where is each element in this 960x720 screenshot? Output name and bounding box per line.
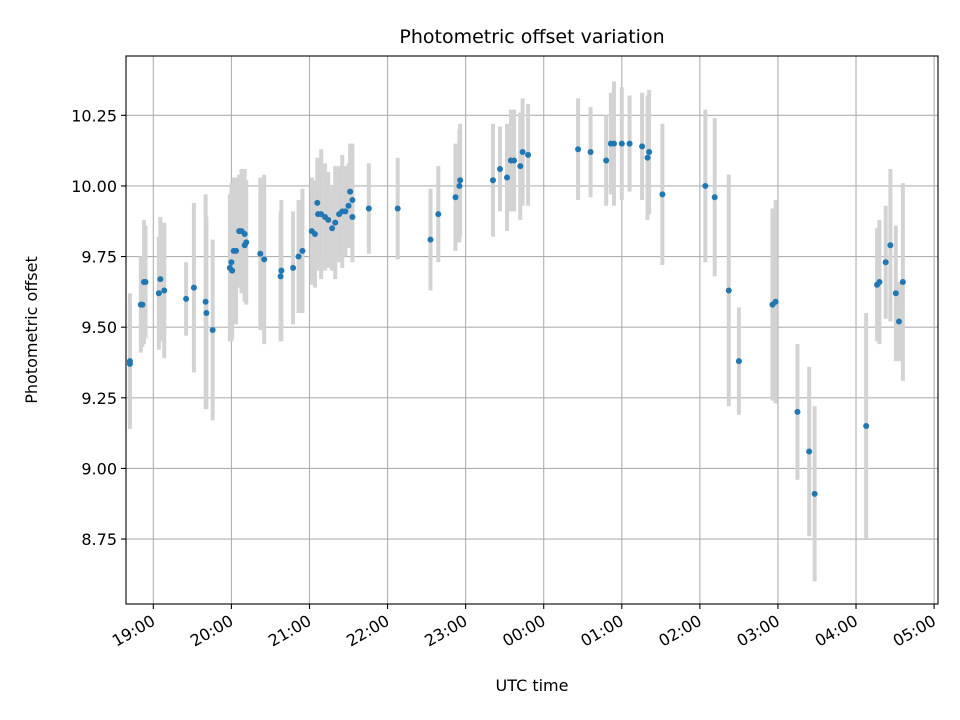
chart-title: Photometric offset variation: [399, 26, 664, 48]
y-tick-label: 9.00: [81, 459, 117, 478]
x-axis-label: UTC time: [496, 676, 569, 695]
plot-frame: [125, 55, 939, 605]
data-point: [489, 177, 496, 184]
data-point: [277, 273, 284, 280]
y-tick-label: 8.75: [81, 530, 117, 549]
data-point: [876, 278, 883, 285]
y-tick-label: 9.75: [81, 248, 117, 267]
data-point: [233, 247, 240, 254]
data-point: [456, 182, 463, 189]
data-point: [435, 211, 442, 218]
data-point: [349, 197, 356, 204]
data-point: [702, 182, 709, 189]
data-point: [342, 208, 349, 215]
axis-ticks: 19:00 20:00 21:00 22:00 23:00 00:00 01:00 02:00…: [71, 106, 939, 650]
data-points: [126, 140, 906, 497]
data-point: [735, 358, 742, 365]
data-point: [525, 151, 532, 158]
data-point: [646, 149, 653, 156]
data-point: [126, 360, 133, 367]
data-point: [332, 219, 339, 226]
data-point: [587, 149, 594, 156]
data-point: [892, 290, 899, 297]
data-point: [517, 163, 524, 170]
y-tick-label: 10.00: [71, 177, 117, 196]
data-point: [772, 298, 779, 305]
data-point: [626, 140, 633, 147]
data-point: [603, 157, 610, 164]
data-point: [183, 295, 190, 302]
data-point: [394, 205, 401, 212]
data-point: [725, 287, 732, 294]
data-point: [278, 267, 285, 274]
data-point: [190, 284, 197, 291]
data-point: [882, 259, 889, 266]
data-point: [349, 214, 356, 221]
data-point: [161, 287, 168, 294]
data-point: [887, 242, 894, 249]
data-point: [345, 202, 352, 209]
data-point: [241, 230, 248, 237]
data-point: [209, 327, 216, 333]
data-point: [155, 290, 162, 297]
data-point: [139, 301, 146, 308]
data-point: [711, 194, 718, 201]
y-tick-label: 9.25: [81, 389, 117, 408]
y-tick-label: 10.25: [71, 106, 117, 125]
data-point: [511, 157, 518, 164]
data-point: [257, 250, 264, 257]
data-point: [261, 256, 268, 263]
data-point: [314, 199, 321, 206]
data-point: [325, 216, 332, 223]
data-point: [811, 490, 818, 497]
data-point: [228, 259, 235, 266]
data-point: [519, 149, 526, 156]
grid-lines: [126, 56, 938, 604]
data-point: [644, 154, 651, 161]
data-point: [452, 194, 459, 201]
data-point: [311, 230, 318, 237]
data-point: [610, 140, 617, 147]
y-axis-label: Photometric offset: [22, 256, 41, 404]
data-point: [794, 408, 801, 415]
data-point: [290, 264, 297, 271]
data-point: [243, 239, 250, 246]
data-point: [229, 267, 236, 274]
data-point: [329, 225, 336, 232]
data-point: [895, 318, 902, 325]
data-point: [203, 310, 210, 317]
data-point: [659, 191, 666, 198]
data-point: [575, 146, 582, 153]
data-point: [863, 423, 870, 430]
data-point: [457, 177, 464, 184]
y-tick-label: 9.50: [81, 318, 117, 337]
data-point: [618, 140, 625, 147]
data-point: [496, 165, 503, 172]
data-point: [295, 253, 302, 260]
data-point: [899, 278, 906, 285]
data-point: [427, 236, 434, 243]
data-point: [157, 276, 164, 283]
data-point: [142, 278, 149, 285]
data-point: [504, 174, 511, 181]
data-point: [202, 298, 209, 305]
data-point: [347, 188, 354, 195]
data-point: [299, 247, 306, 254]
data-point: [806, 448, 813, 455]
data-point: [639, 143, 646, 150]
data-point: [365, 205, 372, 212]
